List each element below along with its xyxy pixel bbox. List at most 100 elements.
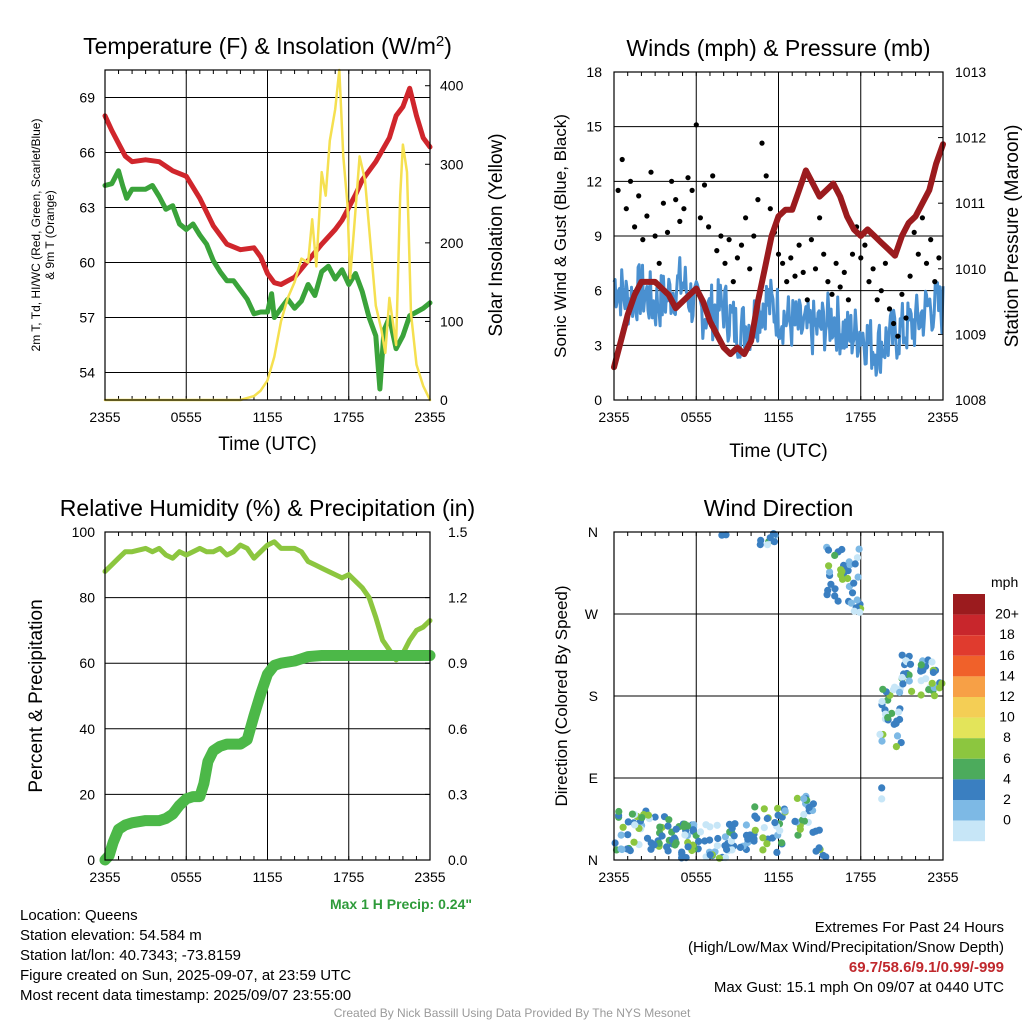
y2-tick-label: 1011	[955, 195, 985, 211]
direction-point	[763, 814, 771, 823]
direction-point	[847, 599, 855, 607]
direction-point	[774, 804, 782, 813]
direction-point	[905, 671, 913, 679]
gust-point	[858, 255, 864, 261]
panel-title: Relative Humidity (%) & Precipitation (i…	[60, 495, 475, 521]
direction-point	[730, 832, 738, 840]
gust-point	[821, 251, 827, 257]
legend-label: 14	[999, 667, 1015, 683]
direction-point	[681, 831, 689, 839]
gust-point	[755, 197, 761, 203]
gust-point	[751, 233, 757, 239]
gust-point	[878, 288, 884, 294]
gust-point	[919, 215, 926, 221]
direction-point	[930, 692, 939, 700]
direction-point	[851, 560, 859, 568]
x-tick-label: 1755	[333, 409, 364, 425]
gust-point	[804, 297, 810, 303]
gust-point	[710, 173, 716, 179]
direction-point	[826, 568, 834, 576]
y2-tick-label: 1013	[955, 64, 986, 80]
direction-point	[696, 828, 705, 836]
gust-point	[677, 218, 683, 224]
direction-point	[665, 816, 673, 824]
direction-point	[624, 831, 632, 839]
x-tick-label: 0555	[171, 409, 202, 425]
gust-point	[829, 291, 835, 297]
direction-point	[905, 677, 913, 685]
title-part: Temperature (F) & Insolation (W/m	[83, 33, 436, 59]
y-tick-label: 40	[79, 721, 95, 737]
x-tick-label: 2355	[598, 869, 629, 885]
direction-point	[898, 651, 906, 659]
x-tick-label: 1755	[845, 869, 876, 885]
humidity-panel: Relative Humidity (%) & Precipitation (i…	[26, 495, 475, 885]
y-label-line: & 9m T (Orange)	[43, 190, 57, 280]
y2-tick-label: 1010	[955, 261, 986, 277]
series-line-rh	[102, 539, 433, 663]
legend-swatch	[953, 800, 985, 821]
gust-point	[808, 237, 815, 243]
gust-point	[886, 306, 893, 312]
legend-label: 20+	[995, 606, 1019, 622]
direction-point	[664, 822, 672, 830]
gust-point	[685, 175, 691, 181]
y2-tick-label: 1008	[955, 392, 986, 408]
y-tick-label: 6	[594, 283, 602, 299]
legend-label: 18	[999, 626, 1015, 642]
y2-tick-label: 0.6	[448, 721, 468, 737]
gust-point	[722, 260, 728, 266]
legend-label: 16	[999, 647, 1015, 663]
y-tick-label: 80	[79, 590, 95, 606]
direction-point	[715, 854, 724, 862]
direction-point	[751, 826, 759, 834]
gust-point	[792, 273, 798, 279]
direction-point	[878, 795, 886, 803]
x-axis-label: Time (UTC)	[218, 434, 317, 455]
direction-point	[898, 673, 906, 682]
legend-swatch	[953, 635, 985, 656]
gust-point	[866, 279, 872, 285]
y2-axis-label: Solar Insolation (Yellow)	[486, 133, 507, 336]
direction-point	[672, 839, 680, 847]
gust-point	[714, 248, 720, 254]
direction-point	[713, 821, 721, 829]
series-line-precip	[99, 650, 436, 866]
extremes-subtitle: (High/Low/Max Wind/Precipitation/Snow De…	[688, 939, 1004, 956]
direction-point	[689, 826, 697, 834]
direction-point	[892, 743, 901, 751]
direction-point	[760, 805, 768, 813]
y-tick-label: 63	[79, 200, 95, 216]
gust-point	[689, 187, 695, 193]
direction-point	[929, 668, 938, 677]
direction-point	[897, 739, 905, 747]
direction-point	[626, 847, 634, 855]
direction-point	[624, 818, 632, 826]
y2-tick-label: 100	[440, 313, 464, 329]
legend-swatch	[953, 614, 985, 636]
legend-swatch	[953, 820, 985, 842]
gust-point	[619, 156, 625, 163]
direction-point	[651, 813, 659, 821]
y-tick-label: 60	[79, 655, 95, 671]
winds-panel: Winds (mph) & Pressure (mb) 2355 0555 1155 1…	[551, 35, 1023, 462]
x-tick-label: 2355	[414, 869, 445, 885]
direction-point	[908, 687, 916, 696]
y2-tick-label: 1.2	[448, 590, 468, 606]
direction-point	[760, 824, 768, 832]
gust-point	[796, 242, 802, 248]
direction-point	[838, 545, 846, 554]
gust-point	[734, 255, 741, 261]
title-part: )	[444, 33, 452, 59]
gust-point	[743, 215, 749, 221]
y-tick-label: 66	[79, 145, 95, 161]
gust-point	[726, 237, 732, 243]
direction-point	[800, 810, 808, 819]
gust-point	[730, 279, 736, 285]
direction-point	[917, 691, 925, 699]
direction-point	[727, 837, 736, 845]
y-tick-label: N	[588, 524, 598, 540]
y-axis-label: Sonic Wind & Gust (Blue, Black)	[551, 114, 570, 358]
y-tick-label: S	[589, 688, 598, 704]
